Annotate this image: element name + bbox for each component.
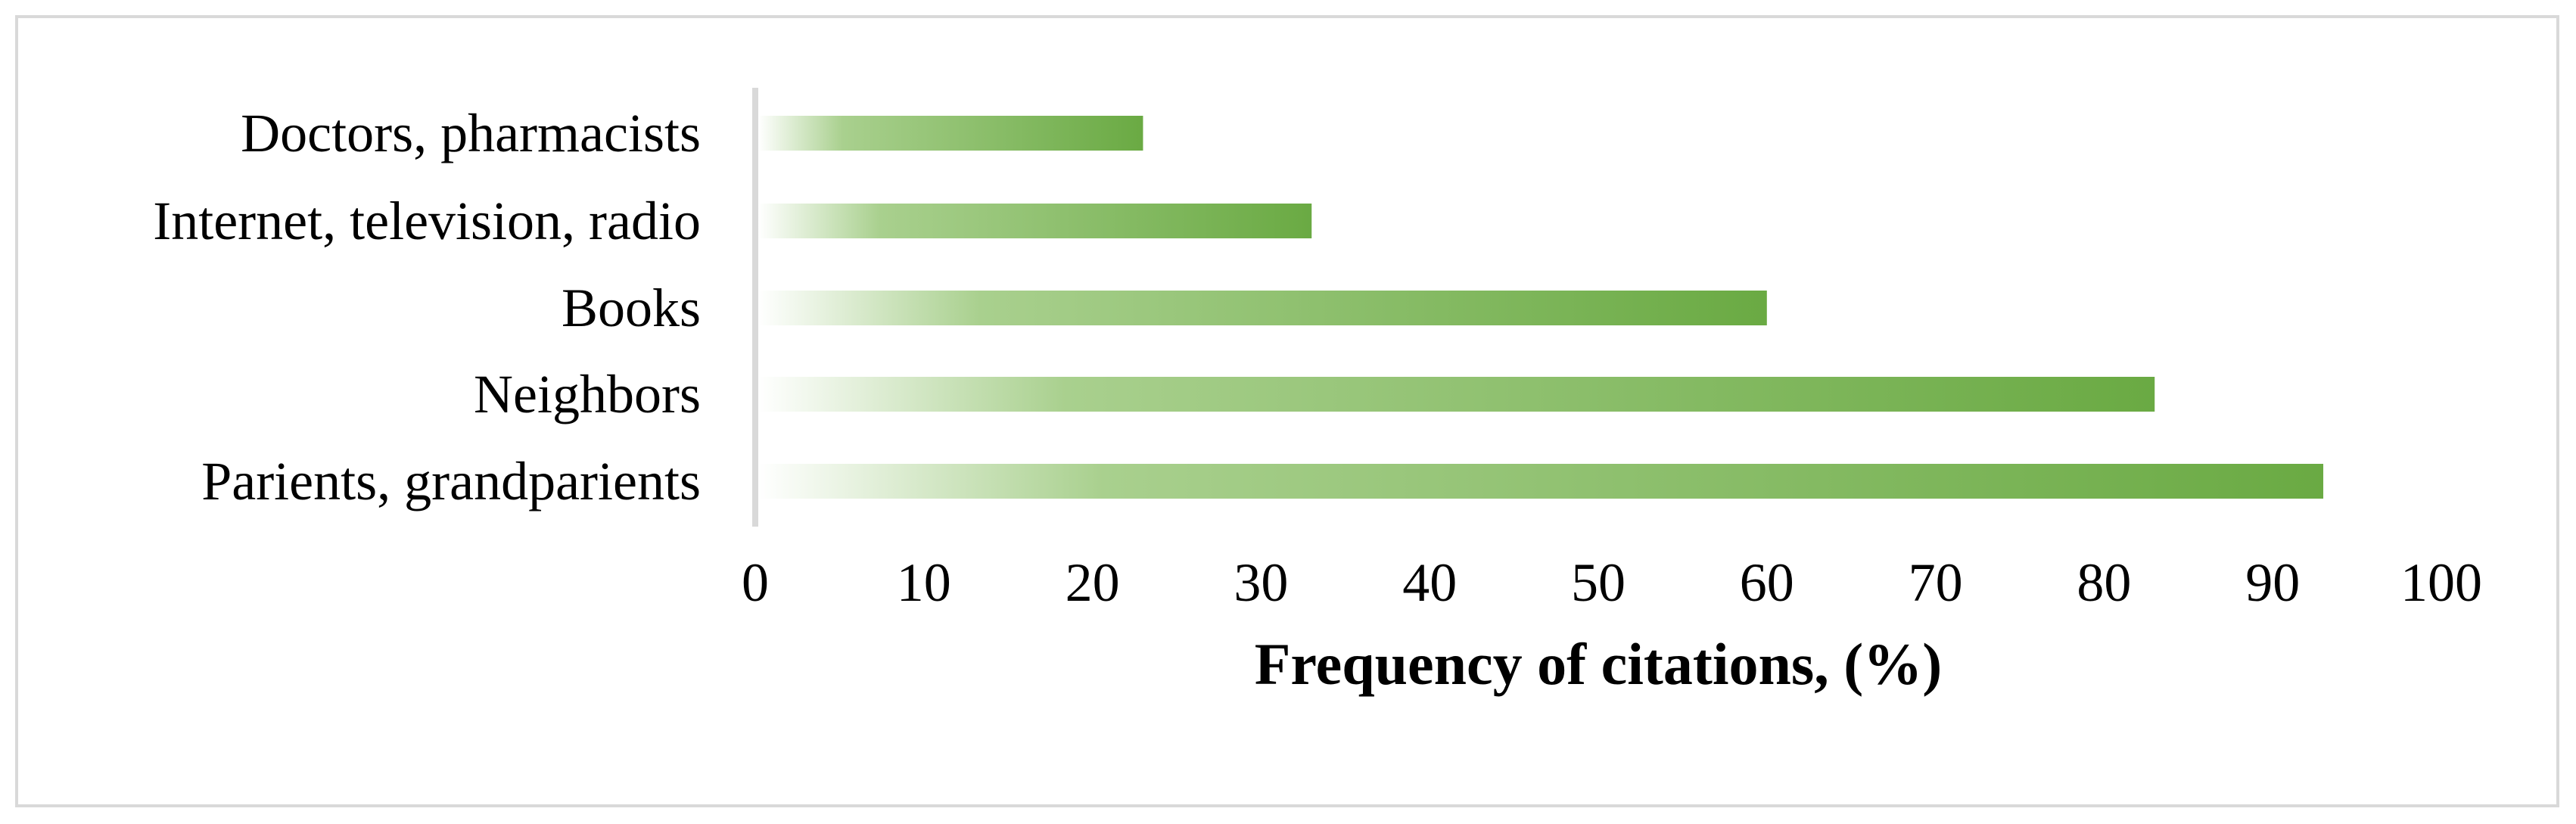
chart-frame: Doctors, pharmacists Internet, television… [15,15,2559,807]
x-axis-title: Frequency of citations, (%) [1255,631,1942,697]
category-label-3: Neighbors [474,364,701,424]
bar-1 [758,204,1312,238]
bar-2 [758,291,1767,325]
bar-4 [758,464,2324,499]
x-tick-label-3: 30 [1234,552,1288,613]
category-label-4: Parients, grandparients [201,451,701,512]
x-tick-label-7: 70 [1909,552,1963,613]
x-tick-labels: 0 10 20 30 40 50 60 70 80 90 100 [742,552,2482,613]
x-tick-label-5: 50 [1571,552,1626,613]
x-tick-label-4: 40 [1402,552,1457,613]
bars-layer [758,116,2324,499]
x-tick-label-8: 80 [2077,552,2131,613]
x-tick-label-10: 100 [2400,552,2482,613]
bar-3 [758,377,2155,412]
category-label-0: Doctors, pharmacists [241,103,701,163]
bar-chart: Doctors, pharmacists Internet, television… [153,88,2482,697]
category-label-1: Internet, television, radio [153,191,701,251]
category-label-2: Books [562,278,701,338]
x-tick-label-1: 10 [897,552,951,613]
x-tick-label-6: 60 [1740,552,1794,613]
x-tick-label-0: 0 [742,552,769,613]
category-labels: Doctors, pharmacists Internet, television… [153,103,701,512]
x-tick-label-9: 90 [2245,552,2300,613]
bar-0 [758,116,1143,151]
x-tick-label-2: 20 [1066,552,1120,613]
